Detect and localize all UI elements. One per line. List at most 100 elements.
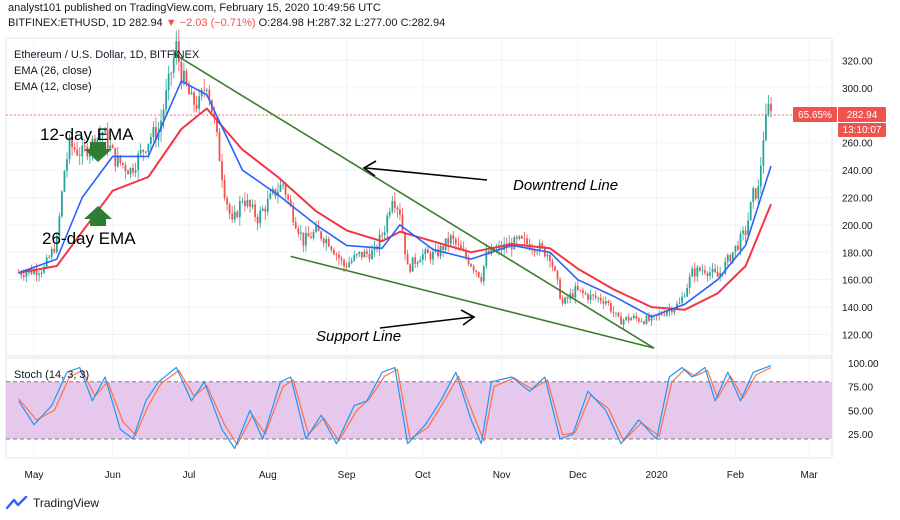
candle-down bbox=[406, 254, 409, 265]
candle-down bbox=[289, 199, 292, 207]
candle-down bbox=[223, 179, 226, 198]
candle-down bbox=[582, 290, 584, 294]
symbol-ohlc-bar: BITFINEX:ETHUSD, 1D 282.94 ▼ −2.03 (−0.7… bbox=[8, 17, 445, 29]
candle-down bbox=[472, 266, 475, 271]
price-badge bbox=[838, 107, 886, 122]
x-tick-label: May bbox=[25, 470, 44, 481]
candle-down bbox=[249, 200, 251, 207]
candle-up bbox=[734, 245, 737, 253]
candle-up bbox=[282, 184, 284, 186]
y-tick-label: 160.00 bbox=[842, 276, 873, 287]
candle-up bbox=[503, 244, 506, 250]
candles bbox=[17, 29, 772, 330]
candle-down bbox=[76, 149, 79, 155]
tradingview-logo-icon bbox=[6, 496, 28, 510]
candle-up bbox=[696, 267, 699, 277]
candle-up bbox=[167, 73, 170, 91]
candle-down bbox=[670, 308, 673, 313]
candle-down bbox=[399, 209, 401, 215]
candle-down bbox=[533, 249, 536, 253]
candle-down bbox=[228, 204, 231, 214]
x-tick-label: Jul bbox=[183, 470, 196, 481]
candle-up bbox=[99, 135, 101, 139]
candle-down bbox=[609, 303, 612, 312]
candle-down bbox=[429, 253, 432, 260]
candle-down bbox=[106, 130, 109, 149]
candle-up bbox=[678, 302, 681, 304]
candle-down bbox=[307, 232, 310, 237]
candle-down bbox=[452, 235, 455, 240]
candle-down bbox=[470, 264, 473, 267]
candle-down bbox=[599, 297, 602, 302]
candle-down bbox=[414, 257, 417, 264]
candle-up bbox=[66, 159, 68, 171]
candle-down bbox=[236, 211, 239, 218]
candle-up bbox=[305, 232, 307, 246]
candle-down bbox=[454, 239, 457, 244]
candle-down bbox=[447, 238, 450, 244]
candle-up bbox=[137, 153, 140, 171]
candle-up bbox=[432, 251, 434, 260]
candle-down bbox=[132, 168, 134, 173]
downtrend-pointer-head-icon bbox=[362, 160, 377, 177]
stoch-d-line bbox=[18, 366, 772, 446]
publish-info: analyst101 published on TradingView.com,… bbox=[8, 2, 381, 14]
candle-down bbox=[521, 235, 523, 239]
y-tick-label: 220.00 bbox=[842, 194, 873, 205]
x-tick-label: Jun bbox=[105, 470, 121, 481]
candle-down bbox=[404, 231, 406, 255]
candle-up bbox=[358, 251, 361, 255]
candle-down bbox=[292, 206, 295, 223]
candle-up bbox=[63, 170, 66, 192]
candle-up bbox=[650, 316, 653, 321]
candle-down bbox=[637, 318, 640, 322]
candle-up bbox=[482, 265, 485, 282]
candle-up bbox=[183, 70, 185, 84]
candle-down bbox=[332, 249, 335, 255]
candle-up bbox=[170, 72, 173, 74]
candle-down bbox=[554, 266, 556, 271]
candle-up bbox=[632, 315, 635, 319]
candle-up bbox=[325, 238, 328, 244]
candle-down bbox=[663, 314, 666, 316]
x-tick-label: Nov bbox=[493, 470, 511, 481]
stoch-indicator bbox=[6, 365, 832, 450]
candle-up bbox=[238, 201, 241, 218]
y-tick-label: 200.00 bbox=[842, 221, 873, 232]
candle-up bbox=[58, 216, 61, 237]
candle-down bbox=[310, 236, 312, 239]
percent-badge bbox=[793, 107, 837, 122]
candle-down bbox=[256, 216, 259, 224]
y-tick-label: 120.00 bbox=[842, 330, 873, 341]
candle-up bbox=[40, 272, 43, 274]
candle-up bbox=[383, 232, 386, 235]
candle-down bbox=[393, 200, 396, 208]
candle-up bbox=[767, 103, 770, 115]
candle-down bbox=[71, 137, 73, 148]
candle-down bbox=[706, 272, 709, 276]
candle-up bbox=[604, 301, 607, 304]
x-tick-label: Aug bbox=[259, 470, 277, 481]
candle-up bbox=[371, 250, 373, 260]
candle-down bbox=[302, 232, 305, 246]
candle-down bbox=[635, 315, 638, 319]
candle-down bbox=[437, 249, 439, 257]
candle-down bbox=[264, 208, 267, 212]
candle-up bbox=[259, 210, 262, 224]
candle-down bbox=[714, 268, 716, 272]
candle-up bbox=[172, 57, 175, 73]
candle-down bbox=[648, 315, 650, 321]
candle-up bbox=[536, 251, 539, 253]
candle-up bbox=[378, 234, 381, 250]
candle-down bbox=[340, 258, 343, 260]
candle-down bbox=[22, 275, 25, 277]
candle-up bbox=[615, 312, 617, 314]
candle-up bbox=[424, 249, 427, 255]
tradingview-logo[interactable]: TradingView bbox=[6, 496, 99, 510]
candle-down bbox=[475, 270, 478, 272]
candle-up bbox=[757, 186, 760, 199]
candle-down bbox=[643, 321, 645, 324]
candle-up bbox=[55, 236, 58, 253]
candle-down bbox=[541, 243, 544, 247]
